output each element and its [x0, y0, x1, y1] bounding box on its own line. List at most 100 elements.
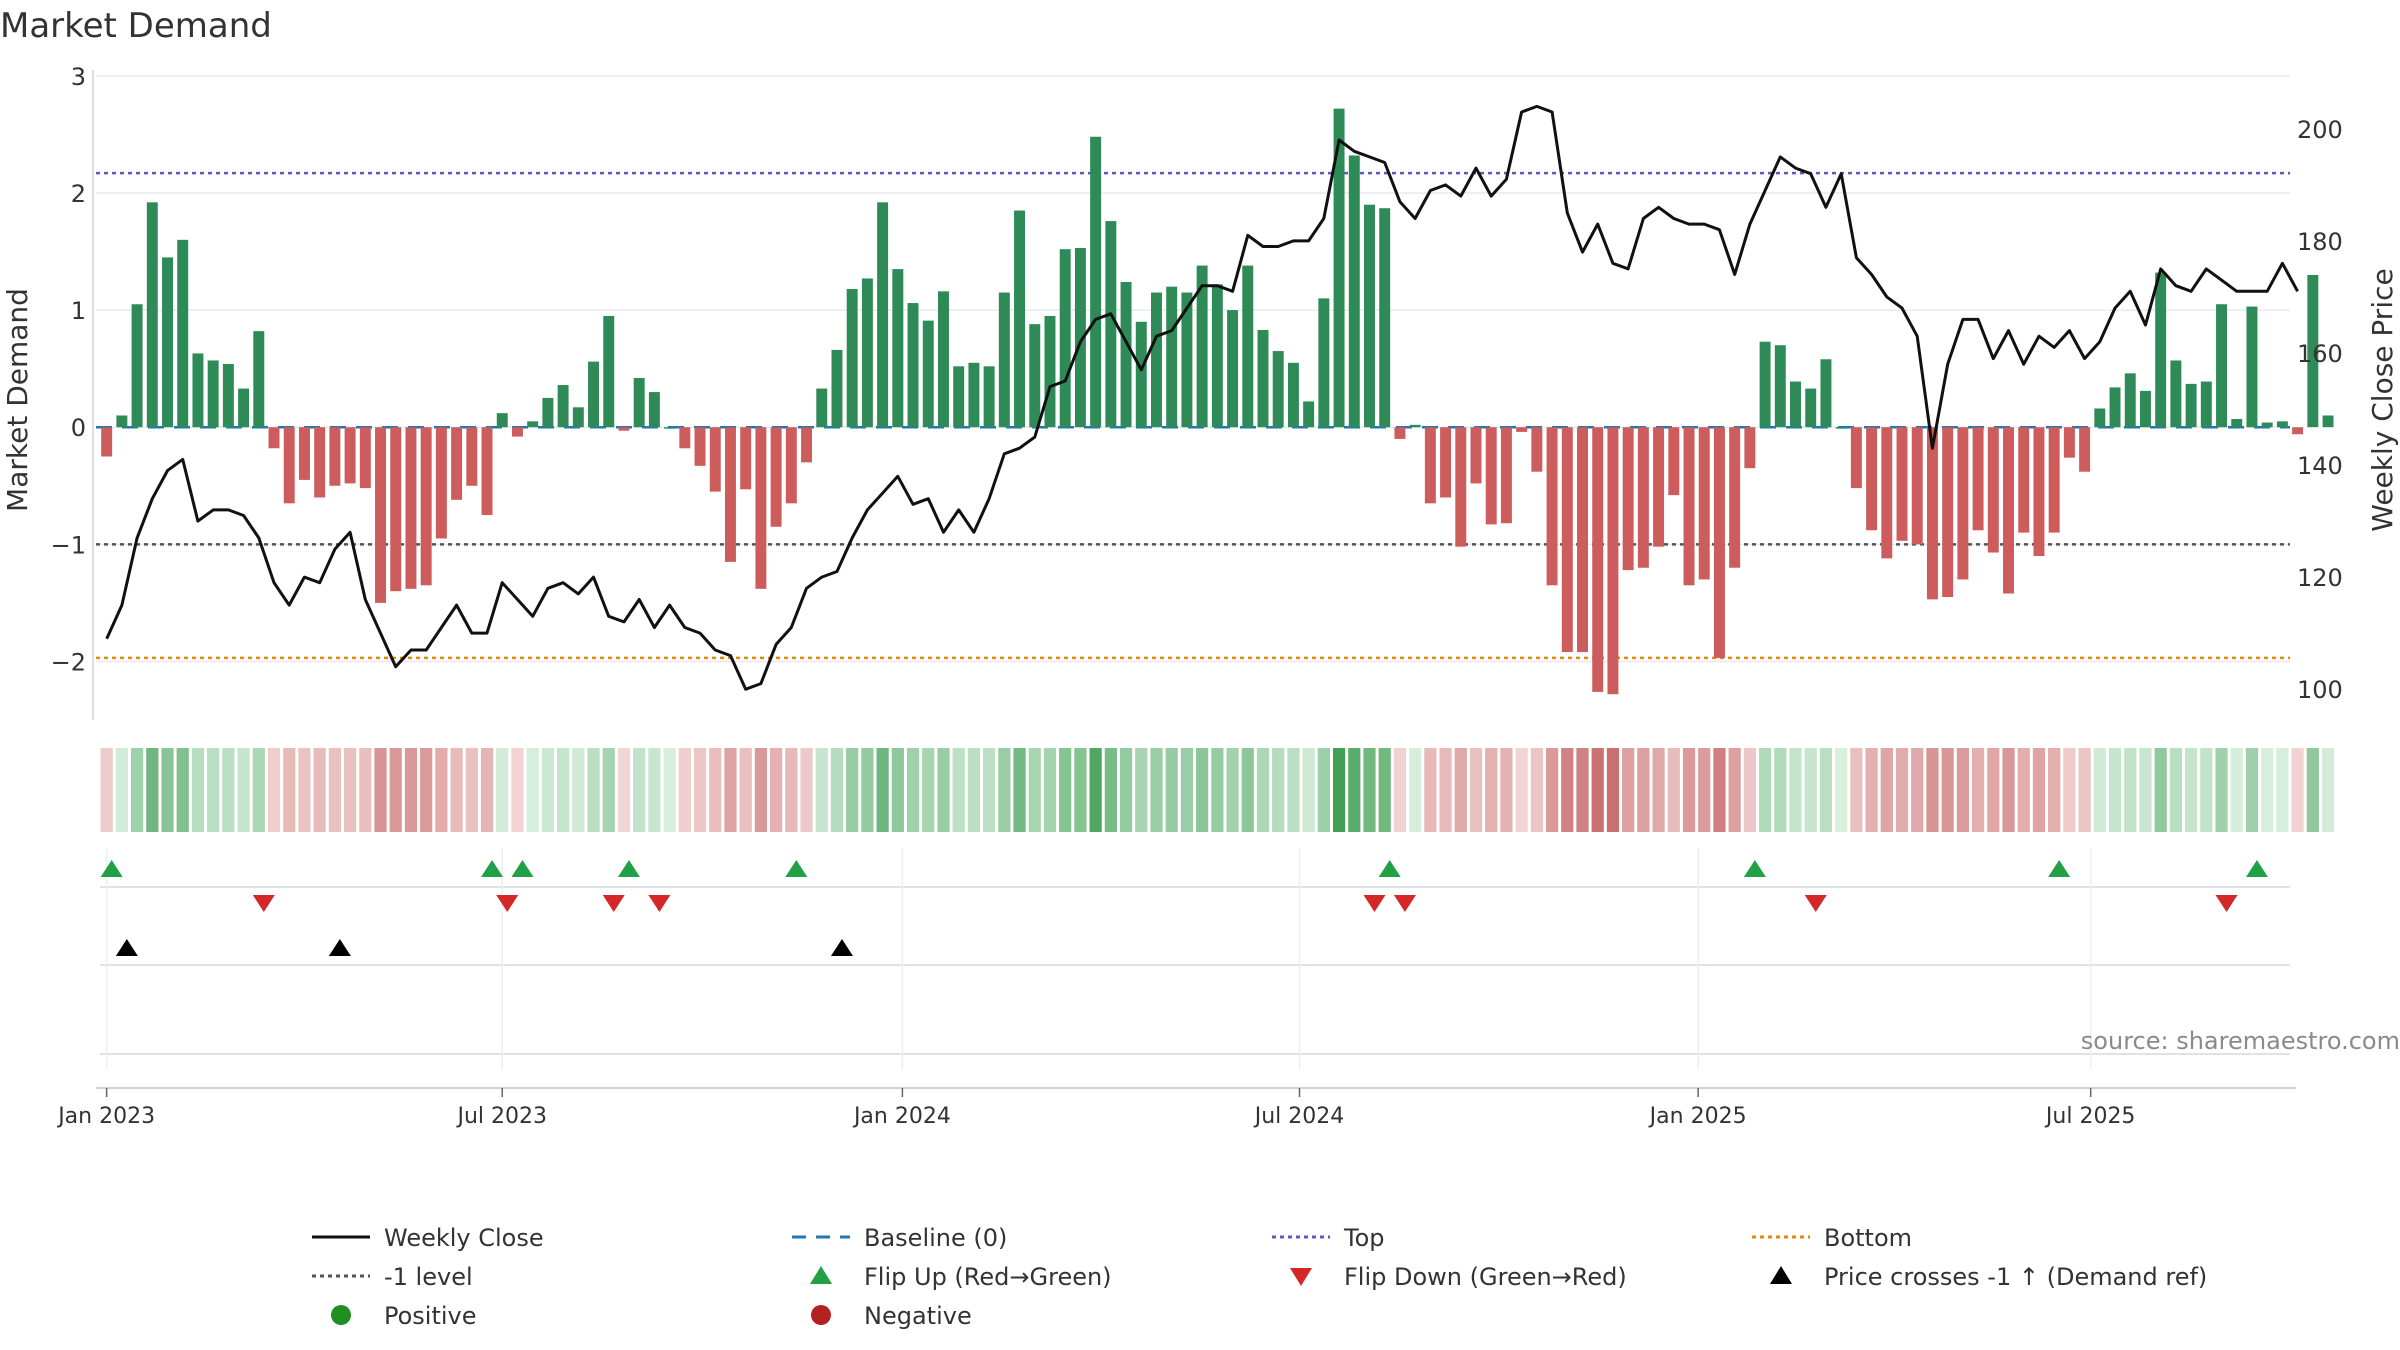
heat-cell [1119, 748, 1133, 832]
demand-bar-positive [222, 363, 234, 428]
demand-bar-positive [816, 388, 828, 428]
heat-cell [2230, 748, 2243, 832]
heat-cell [770, 748, 783, 832]
demand-bar-negative [1531, 427, 1543, 472]
demand-bar-negative [420, 427, 432, 586]
demand-bar-negative [1440, 427, 1452, 498]
heat-cell [1515, 748, 1528, 832]
heat-cell [374, 748, 387, 832]
y-axis-left-label: Market Demand [1, 288, 34, 512]
heat-cell [1591, 748, 1604, 832]
heat-cell [2063, 748, 2076, 832]
flip-down-marker [1393, 895, 1416, 912]
demand-bar-negative [801, 427, 813, 463]
demand-bar-positive [2170, 360, 2182, 428]
heat-cell [2169, 748, 2182, 832]
demand-heat-strip [100, 748, 2335, 832]
demand-bar-negative [2292, 427, 2304, 435]
demand-bar-positive [2216, 304, 2228, 428]
demand-bar-positive [922, 320, 934, 428]
heat-cell [207, 748, 220, 832]
x-tick-label: Jan 2025 [1648, 1104, 1747, 1129]
heat-cell [648, 748, 661, 832]
demand-bar-positive [572, 407, 584, 428]
heat-cell [983, 748, 996, 832]
heat-cell [1043, 748, 1057, 832]
heat-cell [572, 748, 585, 832]
flip-down-marker [602, 895, 625, 912]
demand-bar-negative [298, 427, 310, 480]
demand-bar-positive [1835, 427, 1847, 429]
heat-cell [952, 748, 965, 832]
heat-cell [191, 748, 205, 832]
demand-bar-negative [2003, 427, 2015, 594]
flip-up-marker [617, 860, 640, 877]
demand-bar-negative [435, 427, 447, 539]
demand-bar-positive [861, 278, 873, 428]
legend: Weekly Close Baseline (0) Top Bottom -1 leve… [312, 1224, 2207, 1330]
heat-cell [2032, 748, 2046, 832]
heat-cell [404, 748, 418, 832]
heat-cell [1180, 748, 1194, 832]
demand-bar-negative [466, 427, 478, 486]
flip-down-marker [252, 895, 275, 912]
weekly-close-path [105, 104, 2299, 691]
demand-bars [101, 108, 2334, 695]
demand-bar-positive [877, 202, 889, 428]
demand-bar-positive [633, 378, 645, 428]
heat-cell [2124, 748, 2137, 832]
heat-cell [2184, 748, 2198, 832]
heat-cell [283, 748, 296, 832]
heat-cell [1804, 748, 1817, 832]
y-tick-left-label: 0 [71, 414, 86, 442]
heat-cell [800, 748, 813, 832]
y-axis-right-label: Weekly Close Price [2366, 268, 2399, 531]
demand-bar-negative [511, 427, 523, 437]
heat-cell [1272, 748, 1285, 832]
demand-bar-positive [2139, 390, 2151, 428]
heat-cell [1682, 748, 1696, 832]
demand-bar-negative [314, 427, 326, 498]
x-axis: Jan 2023 Jul 2023 Jan 2024 Jul 2024 Jan 2025… [56, 1087, 2296, 1129]
demand-bar-positive [1014, 210, 1026, 428]
heat-cell [1424, 748, 1437, 832]
demand-bar-negative [2033, 427, 2045, 557]
heat-cell [876, 748, 889, 832]
flip-down-marker [496, 895, 519, 912]
heat-cell [1561, 748, 1574, 832]
demand-bar-negative [1516, 427, 1528, 432]
demand-bar-negative [1607, 427, 1619, 695]
demand-bar-positive [131, 304, 143, 428]
legend-label: Baseline (0) [864, 1224, 1007, 1252]
heat-cell [1393, 748, 1407, 832]
demand-bar-positive [1805, 388, 1817, 428]
heat-cell [1713, 748, 1726, 832]
demand-bar-positive [2155, 272, 2167, 428]
heat-cell [450, 748, 463, 832]
y-tick-left-label: 1 [71, 297, 86, 325]
heat-cell [1880, 748, 1893, 832]
heat-cell [1439, 748, 1452, 832]
legend-label: Flip Up (Red→Green) [864, 1263, 1112, 1291]
heat-cell [830, 748, 844, 832]
heat-cell [1652, 748, 1665, 832]
demand-bar-positive [907, 303, 919, 428]
demand-bar-negative [1911, 427, 1923, 545]
heat-cell [222, 748, 235, 832]
demand-bar-positive [1409, 424, 1421, 428]
demand-bar-positive [1348, 155, 1360, 428]
demand-bar-positive [1227, 310, 1239, 428]
heat-cell [2215, 748, 2228, 832]
heat-cell [1028, 748, 1041, 832]
demand-bar-negative [1592, 427, 1604, 692]
heat-cell [1256, 748, 1270, 832]
demand-bar-negative [1850, 427, 1862, 489]
demand-bar-positive [1333, 108, 1345, 428]
heat-cell [678, 748, 691, 832]
heat-cell [1895, 748, 1909, 832]
chart-title: Market Demand [0, 6, 272, 46]
legend-swatch-flip-down [1290, 1268, 1312, 1286]
legend-swatch-price-cross [1770, 1266, 1792, 1284]
heat-cell [891, 748, 904, 832]
demand-bar-negative [344, 427, 356, 484]
